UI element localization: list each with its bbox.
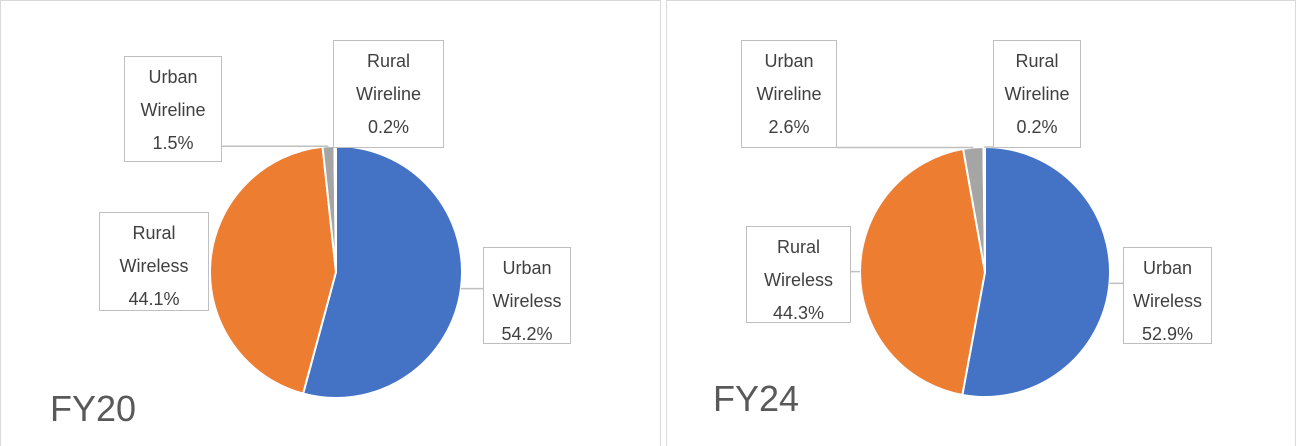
pie-slice	[961, 145, 1111, 398]
label-category: Rural Wireless	[763, 237, 833, 290]
label-category: Urban Wireless	[1132, 258, 1202, 311]
label-value: 44.1%	[128, 289, 180, 309]
chart-title: FY24	[713, 378, 800, 419]
chart-title: FY20	[50, 388, 137, 429]
data-label: Rural Wireline 0.2%	[333, 40, 444, 148]
data-label: Urban Wireline 2.6%	[741, 40, 837, 148]
label-value: 44.3%	[772, 303, 825, 323]
data-label: Rural Wireline 0.2%	[993, 40, 1081, 148]
label-category: Rural Wireline	[355, 51, 421, 104]
label-category: Urban Wireline	[140, 67, 206, 120]
label-category: Rural Wireline	[1004, 51, 1070, 104]
data-label: Urban Wireline 1.5%	[124, 56, 222, 162]
label-value: 0.2%	[1016, 117, 1058, 137]
label-value: 52.9%	[1141, 324, 1194, 344]
data-label: Urban Wireless 52.9%	[1123, 247, 1212, 344]
data-label: Urban Wireless 54.2%	[483, 247, 571, 344]
chart-panel	[0, 0, 661, 446]
data-label: Rural Wireless 44.3%	[746, 226, 851, 323]
label-value: 2.6%	[768, 117, 810, 137]
label-category: Urban Wireless	[492, 258, 562, 311]
label-category: Rural Wireless	[119, 223, 189, 276]
label-category: Urban Wireline	[756, 51, 822, 104]
pie-slice	[858, 147, 987, 397]
label-value: 1.5%	[152, 133, 194, 153]
label-value: 0.2%	[367, 117, 410, 137]
pie-slice	[209, 145, 338, 395]
data-label: Rural Wireless 44.1%	[99, 212, 209, 311]
label-value: 54.2%	[501, 324, 553, 344]
